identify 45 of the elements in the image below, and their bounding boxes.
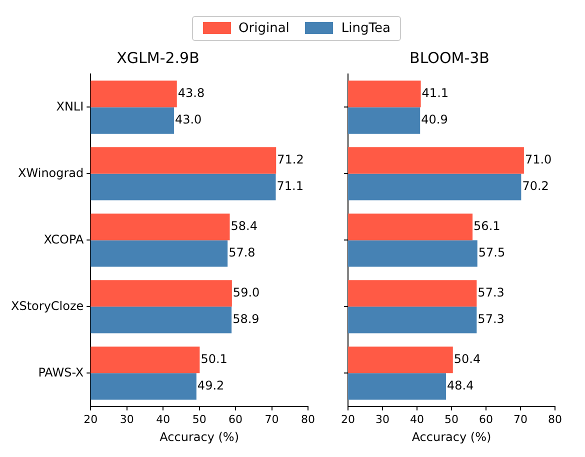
data-label: 56.1 [474, 219, 500, 234]
x-axis-title: Accuracy (%) [412, 430, 492, 444]
y-tick-label: XCOPA [44, 232, 84, 246]
x-tick-label: 80 [301, 412, 315, 426]
data-label: 50.4 [454, 352, 481, 366]
x-tick-label: 20 [341, 412, 355, 426]
x-tick-label: 40 [156, 412, 170, 426]
y-tick-label: XWinograd [18, 166, 84, 180]
legend-label: Original [238, 20, 290, 36]
data-label: 50.1 [200, 352, 228, 366]
data-label: 41.1 [422, 86, 449, 100]
x-tick-label: 50 [192, 412, 206, 426]
data-label: 48.4 [446, 378, 474, 393]
x-tick-label: 30 [120, 412, 134, 426]
data-label: 43.8 [178, 86, 205, 100]
data-label: 43.0 [174, 112, 202, 127]
data-label: 57.5 [478, 246, 506, 260]
x-tick-label: 50 [444, 412, 458, 426]
data-label: 59.0 [232, 286, 260, 300]
data-label: 57.8 [228, 246, 256, 260]
y-tick-label: XStoryCloze [11, 298, 84, 313]
data-label: 40.9 [421, 112, 448, 127]
chart-title: XGLM-2.9B [116, 48, 200, 67]
x-tick-label: 70 [514, 412, 528, 426]
chart-title: BLOOM-3B [410, 48, 490, 67]
x-tick-label: 60 [479, 412, 493, 426]
x-axis-title: Accuracy (%) [160, 430, 240, 444]
data-label: 71.2 [277, 152, 304, 167]
data-label: 49.2 [197, 378, 224, 393]
y-tick-label: XNLI [56, 99, 84, 114]
data-label: 70.2 [522, 179, 549, 194]
data-label: 71.0 [524, 152, 552, 167]
x-tick-label: 60 [228, 412, 243, 426]
data-label: 71.1 [276, 179, 304, 194]
legend-label: LingTea [341, 20, 390, 36]
data-label: 57.3 [478, 286, 504, 300]
data-label: 57.3 [478, 312, 504, 326]
x-tick-label: 70 [264, 412, 279, 426]
x-tick-label: 40 [410, 412, 424, 426]
y-tick-label: PAWS-X [38, 365, 84, 380]
data-label: 58.4 [230, 219, 258, 234]
x-tick-label: 30 [376, 412, 390, 426]
x-tick-label: 20 [84, 412, 98, 426]
data-label: 58.9 [232, 312, 260, 326]
x-tick-label: 80 [548, 412, 562, 426]
